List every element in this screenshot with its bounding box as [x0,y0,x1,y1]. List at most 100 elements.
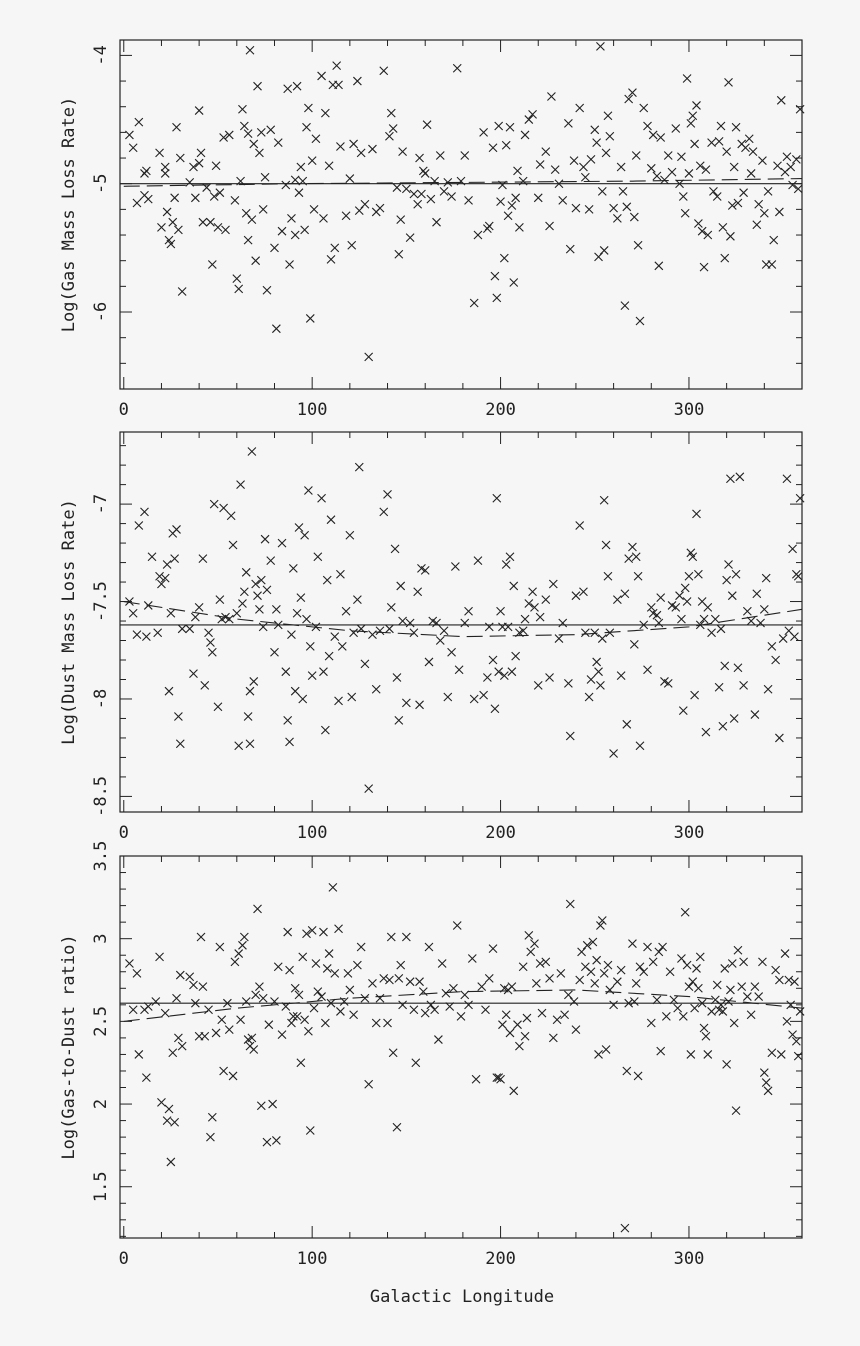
data-point [141,632,151,642]
data-point [684,169,694,178]
data-point [292,81,302,91]
x-tick-label: 200 [485,400,516,420]
data-point [352,76,362,86]
data-point [675,591,684,601]
data-point [172,993,181,1003]
data-point [616,162,626,172]
data-point [648,957,658,967]
data-point [596,42,605,51]
data-point [401,184,411,194]
data-point [503,622,513,632]
data-point [767,641,777,651]
data-point [352,595,362,604]
data-point [724,997,733,1006]
data-point [473,230,483,240]
data-point [684,982,694,992]
data-point [313,552,323,562]
data-point [157,222,166,232]
data-point [211,1028,221,1038]
data-point [558,195,568,205]
data-point [326,515,336,525]
data-point [371,1018,381,1028]
data-point [586,675,596,684]
data-point [677,614,686,624]
data-point [224,614,234,624]
data-point [385,975,394,985]
data-point [590,628,600,638]
data-point [580,628,590,638]
data-point [786,1000,796,1010]
data-point [409,1005,419,1015]
data-point [597,634,607,643]
data-point [326,255,336,264]
data-point [356,624,366,634]
data-point [336,1007,345,1016]
data-point [758,156,767,165]
data-point [288,564,298,573]
y-tick-label: -5 [91,173,111,193]
data-point [309,1003,319,1013]
data-point [652,610,662,620]
data-point [311,134,321,144]
data-point [185,972,195,982]
data-point [761,1078,771,1087]
data-point [460,618,470,628]
data-point [643,942,652,952]
data-point [575,103,585,113]
data-point [763,1086,773,1096]
data-point [671,602,681,612]
data-point [371,684,381,694]
data-point [385,624,394,634]
data-point [629,212,639,222]
data-point [143,601,153,610]
data-point [790,632,799,642]
data-point [213,222,223,232]
data-point [334,924,343,934]
data-point [499,253,509,263]
data-point [729,714,739,723]
data-point [712,980,722,990]
data-point [631,978,641,988]
data-point [298,176,308,186]
data-point [334,80,343,90]
data-point [727,201,737,210]
data-point [620,1223,630,1233]
data-point [548,1033,558,1043]
data-point [624,998,634,1008]
data-point [324,161,334,171]
data-point [746,616,756,626]
data-point [675,179,684,189]
data-point [270,647,279,657]
data-point [285,737,294,747]
data-point [170,1117,180,1127]
data-point [693,569,703,579]
data-point [488,655,498,665]
data-point [420,1008,430,1018]
data-point [175,739,185,749]
data-point [639,620,649,630]
data-point [285,260,294,269]
data-point [262,585,272,595]
data-point [339,997,349,1006]
data-point [260,172,270,182]
data-point [541,957,551,967]
data-point [424,657,434,667]
data-point [345,985,355,995]
data-point [605,131,615,141]
data-point [654,261,664,271]
data-point [699,614,709,624]
data-point [530,939,539,949]
data-point [729,162,739,172]
data-point [394,249,404,259]
data-point [563,990,573,1000]
data-point [322,964,332,973]
data-point [494,667,504,677]
data-point [750,710,760,719]
data-point [530,602,539,612]
data-point [128,1005,138,1015]
data-point [643,665,652,675]
data-point [415,977,424,987]
data-point [386,602,396,612]
data-point [759,1068,769,1078]
data-point [701,727,711,737]
